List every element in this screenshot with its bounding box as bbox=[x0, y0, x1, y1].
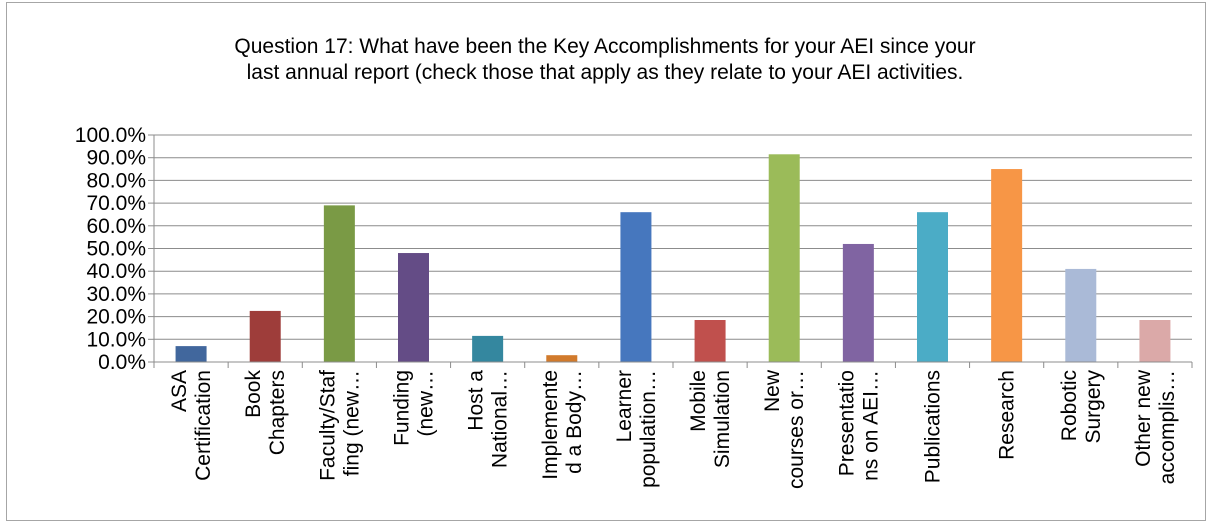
y-tick-label: 0.0% bbox=[98, 351, 146, 374]
x-category-label: Robotic bbox=[1058, 370, 1081, 441]
x-category-label: Implemente bbox=[539, 370, 562, 480]
x-category-label: Faculty/Staf bbox=[316, 370, 339, 481]
y-tick-label: 100.0% bbox=[75, 124, 146, 147]
bar bbox=[991, 169, 1023, 362]
x-category-label: courses or… bbox=[785, 370, 808, 489]
x-category-label: Chapters bbox=[266, 370, 289, 455]
x-category-label: Host a bbox=[465, 370, 488, 431]
bar bbox=[842, 243, 874, 362]
x-category-label: d a Body… bbox=[563, 370, 586, 474]
chart-title: Question 17: What have been the Key Acco… bbox=[60, 34, 1150, 86]
x-category-label: National… bbox=[489, 370, 512, 468]
bars bbox=[175, 154, 1171, 362]
bar bbox=[323, 205, 355, 362]
x-category-label: ASA bbox=[168, 370, 191, 412]
bar bbox=[1139, 320, 1171, 362]
x-category-label: Simulation bbox=[711, 370, 734, 468]
y-axis-tick-labels: 0.0%10.0%20.0%30.0%40.0%50.0%60.0%70.0%8… bbox=[75, 124, 146, 374]
x-category-label: Mobile bbox=[687, 370, 710, 432]
x-category-label: population… bbox=[637, 370, 660, 488]
bar bbox=[694, 320, 726, 362]
x-axis-category-labels: ASA Certification Book Chapters Faculty/Staf… bbox=[168, 369, 1179, 489]
y-tick-label: 10.0% bbox=[86, 328, 146, 351]
bar bbox=[175, 346, 207, 362]
x-category-label: Learner bbox=[613, 370, 636, 442]
bar bbox=[472, 335, 504, 362]
x-category-label: Surgery bbox=[1082, 370, 1105, 444]
bar bbox=[917, 212, 948, 362]
y-tick-label: 70.0% bbox=[86, 192, 146, 215]
bar bbox=[398, 253, 429, 362]
x-category-label: Research bbox=[996, 370, 1019, 460]
y-tick-label: 90.0% bbox=[86, 147, 146, 170]
gridlines bbox=[154, 134, 1192, 340]
x-category-label: Presentatio bbox=[835, 370, 858, 476]
x-category-label: fing (new… bbox=[340, 370, 363, 476]
y-tick-label: 60.0% bbox=[86, 215, 146, 238]
x-category-label: Other new bbox=[1132, 369, 1155, 467]
x-category-label: ns on AEI… bbox=[859, 370, 882, 481]
bar bbox=[546, 355, 578, 362]
y-tick-label: 40.0% bbox=[86, 260, 146, 283]
x-category-label: Certification bbox=[192, 370, 215, 481]
x-category-label: Funding bbox=[391, 370, 414, 446]
axes bbox=[148, 134, 1193, 368]
chart-title-line-2: last annual report (check those that app… bbox=[246, 61, 964, 84]
y-tick-label: 80.0% bbox=[86, 169, 146, 192]
x-category-label: New bbox=[761, 369, 784, 412]
bar bbox=[1065, 268, 1097, 362]
chart-title-line-1: Question 17: What have been the Key Acco… bbox=[234, 35, 976, 58]
y-tick-label: 20.0% bbox=[86, 306, 146, 329]
bar bbox=[768, 154, 800, 362]
x-category-label: accomplis… bbox=[1156, 370, 1179, 484]
y-tick-label: 50.0% bbox=[86, 238, 146, 261]
bar bbox=[620, 212, 652, 362]
x-category-label: Publications bbox=[922, 370, 945, 483]
x-category-label: Book bbox=[242, 370, 265, 418]
bar bbox=[249, 310, 281, 362]
x-category-label: (new… bbox=[415, 370, 438, 437]
y-tick-label: 30.0% bbox=[86, 283, 146, 306]
